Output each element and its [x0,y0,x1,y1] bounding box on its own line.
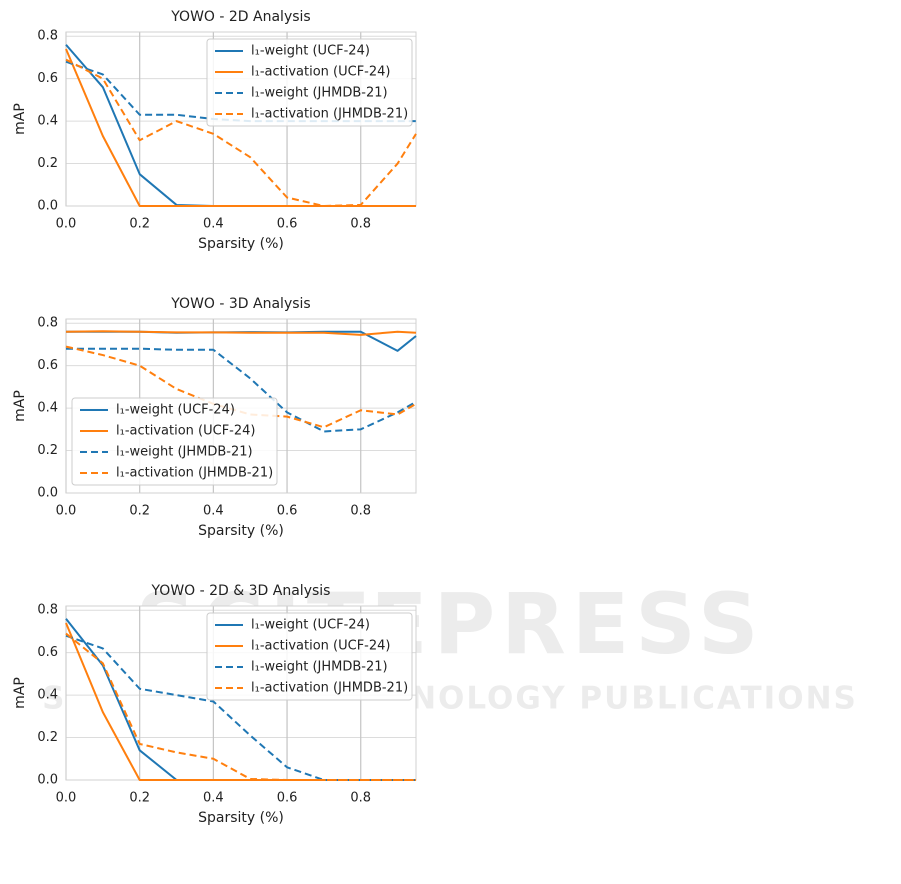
line-series [65,48,416,207]
legend-label: l₁-activation (UCF-24) [251,65,390,80]
y-tick-label: 0.6 [37,71,58,86]
x-tick-label: 0.8 [350,791,371,806]
x-tick-label: 0.0 [56,217,77,232]
legend-label: l₁-weight (JHMDB-21) [251,86,388,101]
x-tick-label: 0.6 [277,504,298,519]
x-axis-label: Sparsity (%) [198,236,284,252]
legend-label: l₁-activation (JHMDB-21) [116,466,273,481]
plot-border [65,318,417,494]
x-tick-label: 0.0 [56,791,77,806]
legend-box [71,397,278,486]
chart-title: YOWO - 2D & 3D Analysis [151,583,331,599]
x-tick-label: 0.2 [129,791,150,806]
chart-title: YOWO - 3D Analysis [170,296,310,312]
legend-label: l₁-weight (JHMDB-21) [251,660,388,675]
chart-title: YOWO - 2D Analysis [170,9,310,25]
line-series [65,58,417,207]
y-tick-label: 0.2 [37,443,58,458]
x-tick-label: 0.0 [56,504,77,519]
legend-label: l₁-weight (UCF-24) [116,403,235,418]
legend-label: l₁-weight (JHMDB-21) [116,445,253,460]
legend-label: l₁-activation (UCF-24) [116,424,255,439]
x-axis-label: Sparsity (%) [198,810,284,826]
line-series [65,330,417,336]
x-tick-label: 0.8 [350,217,371,232]
legend: l₁-weight (UCF-24) l₁-activation (UCF-24)… [206,612,413,701]
y-tick-label: 0.8 [37,29,58,44]
legend-label: l₁-weight (UCF-24) [251,44,370,59]
legend-label: l₁-weight (UCF-24) [251,618,370,633]
x-tick-label: 0.2 [129,504,150,519]
legend-box [206,38,413,127]
legend-label: l₁-activation (JHMDB-21) [251,681,408,696]
y-tick-label: 0.0 [37,486,58,501]
legend: l₁-weight (UCF-24) l₁-activation (UCF-24)… [206,38,413,127]
x-tick-label: 0.4 [203,217,224,232]
y-tick-label: 0.0 [37,199,58,214]
y-tick-label: 0.6 [37,358,58,373]
y-axis-label: mAP [12,390,28,422]
y-tick-label: 0.2 [37,730,58,745]
line-series [65,632,416,781]
y-tick-label: 0.4 [37,114,58,129]
x-tick-label: 0.6 [277,217,298,232]
line-series [66,347,417,433]
legend-label: l₁-activation (UCF-24) [251,639,390,654]
y-tick-label: 0.4 [37,688,58,703]
x-tick-label: 0.4 [203,791,224,806]
legend-label: l₁-activation (JHMDB-21) [251,107,408,122]
y-tick-label: 0.8 [37,316,58,331]
legend: l₁-weight (UCF-24) l₁-activation (UCF-24)… [71,397,278,486]
y-tick-label: 0.0 [37,773,58,788]
y-axis-label: mAP [12,677,28,709]
x-tick-label: 0.6 [277,791,298,806]
y-axis-label: mAP [12,103,28,135]
x-axis-label: Sparsity (%) [198,523,284,539]
y-tick-label: 0.6 [37,645,58,660]
y-tick-label: 0.4 [37,401,58,416]
x-tick-label: 0.8 [350,504,371,519]
x-tick-label: 0.2 [129,217,150,232]
y-tick-label: 0.2 [37,156,58,171]
x-tick-label: 0.4 [203,504,224,519]
y-tick-label: 0.8 [37,603,58,618]
legend-box [206,612,413,701]
line-series [65,345,417,429]
